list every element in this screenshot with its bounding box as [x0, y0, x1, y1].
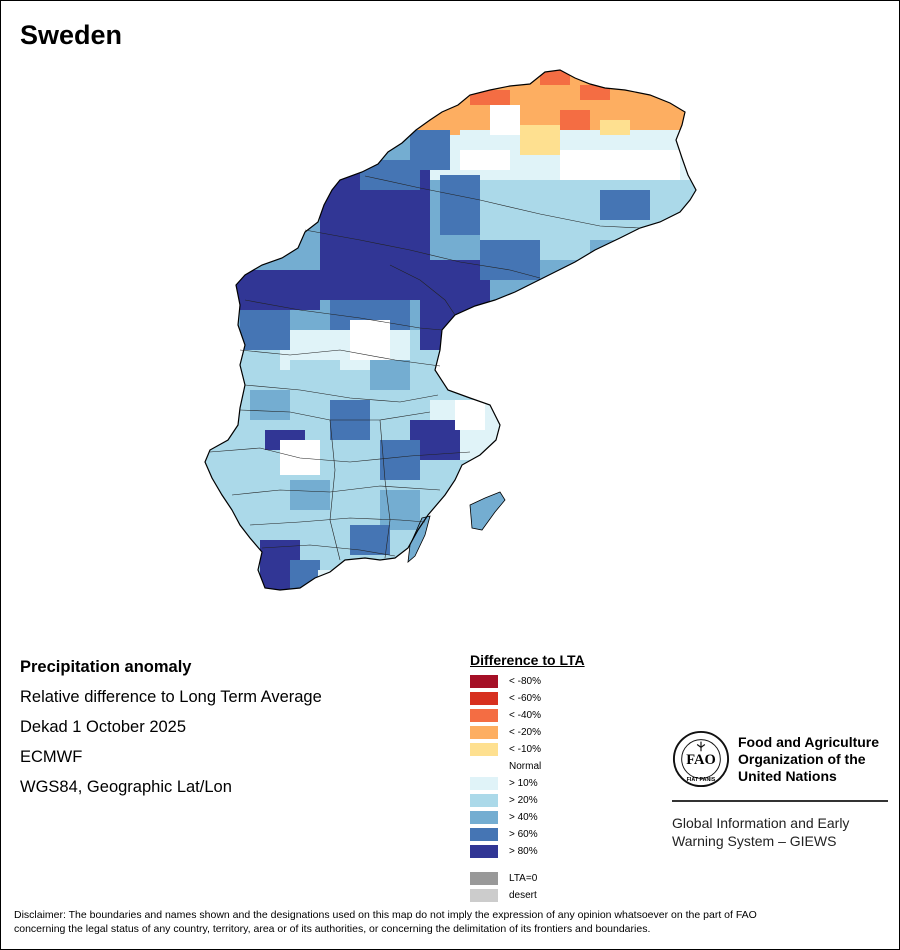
- legend-swatch: [470, 760, 498, 773]
- legend-item: Normal: [470, 758, 585, 775]
- legend-swatch: [470, 743, 498, 756]
- legend-item: < -20%: [470, 724, 585, 741]
- legend-label: < -20%: [509, 727, 541, 738]
- legend-item: < -80%: [470, 673, 585, 690]
- precipitation-map: [204, 69, 697, 591]
- svg-text:FIAT PANIS: FIAT PANIS: [687, 777, 716, 783]
- legend-label: Normal: [509, 761, 542, 772]
- legend-item: LTA=0: [470, 870, 585, 887]
- legend-item: > 40%: [470, 809, 585, 826]
- map-info: Precipitation anomaly Relative differenc…: [20, 656, 322, 806]
- legend-item: > 80%: [470, 843, 585, 860]
- fao-logo-icon: FAO FIAT PANIS: [672, 730, 730, 788]
- legend-item: < -40%: [470, 707, 585, 724]
- legend-swatch: [470, 675, 498, 688]
- info-source: ECMWF: [20, 748, 83, 766]
- legend-label: > 80%: [509, 846, 538, 857]
- legend-label: > 40%: [509, 812, 538, 823]
- svg-text:FAO: FAO: [686, 752, 716, 768]
- legend-items: < -80% < -60% < -40% < -20% < -10% Normal > 10…: [470, 673, 585, 860]
- legend-item: > 10%: [470, 775, 585, 792]
- anomaly-grid: [205, 70, 696, 590]
- legend-swatch: [470, 726, 498, 739]
- country-outline: [204, 69, 697, 591]
- disclaimer: Disclaimer: The boundaries and names sho…: [14, 909, 757, 935]
- legend-item: < -60%: [470, 690, 585, 707]
- legend-swatch: [470, 845, 498, 858]
- legend-label: < -60%: [509, 693, 541, 704]
- fao-block: FAO FIAT PANIS Food and Agriculture Orga…: [672, 730, 888, 850]
- legend-extra: LTA=0 desert: [470, 870, 585, 904]
- legend-label: LTA=0: [509, 873, 538, 884]
- legend-label: < -10%: [509, 744, 541, 755]
- legend-item: > 20%: [470, 792, 585, 809]
- legend-swatch: [470, 794, 498, 807]
- legend-title: Difference to LTA: [470, 652, 585, 668]
- legend-swatch: [470, 828, 498, 841]
- legend-label: > 60%: [509, 829, 538, 840]
- info-title: Precipitation anomaly: [20, 658, 192, 676]
- info-projection: WGS84, Geographic Lat/Lon: [20, 778, 232, 796]
- info-subtitle: Relative difference to Long Term Average: [20, 688, 322, 706]
- legend-swatch: [470, 811, 498, 824]
- gotland-island: [469, 491, 506, 531]
- legend-swatch: [470, 777, 498, 790]
- legend-swatch: [470, 872, 498, 885]
- legend-label: > 10%: [509, 778, 538, 789]
- legend-item: < -10%: [470, 741, 585, 758]
- legend-label: desert: [509, 890, 537, 901]
- legend-swatch: [470, 709, 498, 722]
- legend-item: desert: [470, 887, 585, 904]
- legend-label: > 20%: [509, 795, 538, 806]
- fao-divider: [672, 800, 888, 802]
- giews-text: Global Information and Early Warning Sys…: [672, 815, 850, 849]
- map-title: Sweden: [20, 20, 123, 50]
- legend-swatch: [470, 889, 498, 902]
- legend-label: < -80%: [509, 676, 541, 687]
- legend-item: > 60%: [470, 826, 585, 843]
- fao-name: Food and Agriculture Organization of the…: [738, 733, 880, 784]
- admin-boundaries: [209, 175, 641, 561]
- legend-swatch: [470, 692, 498, 705]
- legend-label: < -40%: [509, 710, 541, 721]
- legend: Difference to LTA < -80% < -60% < -40% < -2…: [470, 652, 585, 904]
- info-period: Dekad 1 October 2025: [20, 718, 187, 736]
